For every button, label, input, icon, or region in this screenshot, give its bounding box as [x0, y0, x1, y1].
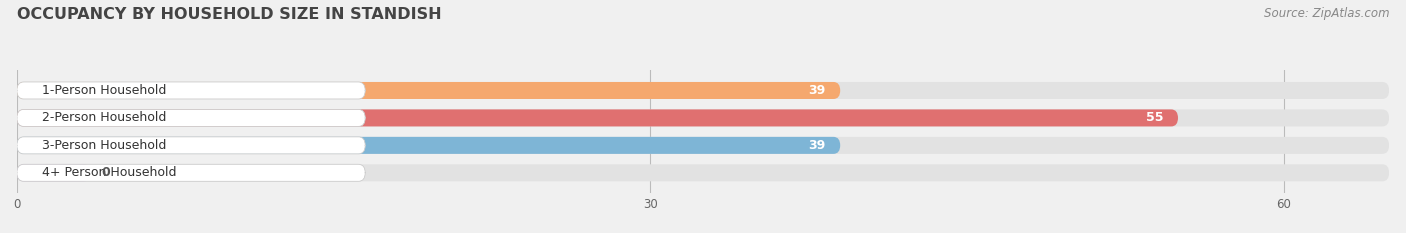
- Text: 4+ Person Household: 4+ Person Household: [42, 166, 177, 179]
- FancyBboxPatch shape: [17, 82, 366, 99]
- Text: 2-Person Household: 2-Person Household: [42, 111, 166, 124]
- Text: OCCUPANCY BY HOUSEHOLD SIZE IN STANDISH: OCCUPANCY BY HOUSEHOLD SIZE IN STANDISH: [17, 7, 441, 22]
- FancyBboxPatch shape: [17, 137, 366, 154]
- FancyBboxPatch shape: [17, 82, 1389, 99]
- FancyBboxPatch shape: [17, 137, 841, 154]
- Text: 39: 39: [808, 84, 825, 97]
- Text: 39: 39: [808, 139, 825, 152]
- FancyBboxPatch shape: [17, 164, 91, 181]
- FancyBboxPatch shape: [17, 164, 366, 181]
- Text: 0: 0: [101, 166, 110, 179]
- Text: 3-Person Household: 3-Person Household: [42, 139, 166, 152]
- Text: 1-Person Household: 1-Person Household: [42, 84, 166, 97]
- Text: 55: 55: [1146, 111, 1163, 124]
- FancyBboxPatch shape: [17, 110, 366, 127]
- Text: Source: ZipAtlas.com: Source: ZipAtlas.com: [1264, 7, 1389, 20]
- FancyBboxPatch shape: [17, 82, 841, 99]
- FancyBboxPatch shape: [17, 110, 1178, 127]
- FancyBboxPatch shape: [17, 110, 1389, 127]
- FancyBboxPatch shape: [17, 164, 1389, 181]
- FancyBboxPatch shape: [17, 137, 1389, 154]
